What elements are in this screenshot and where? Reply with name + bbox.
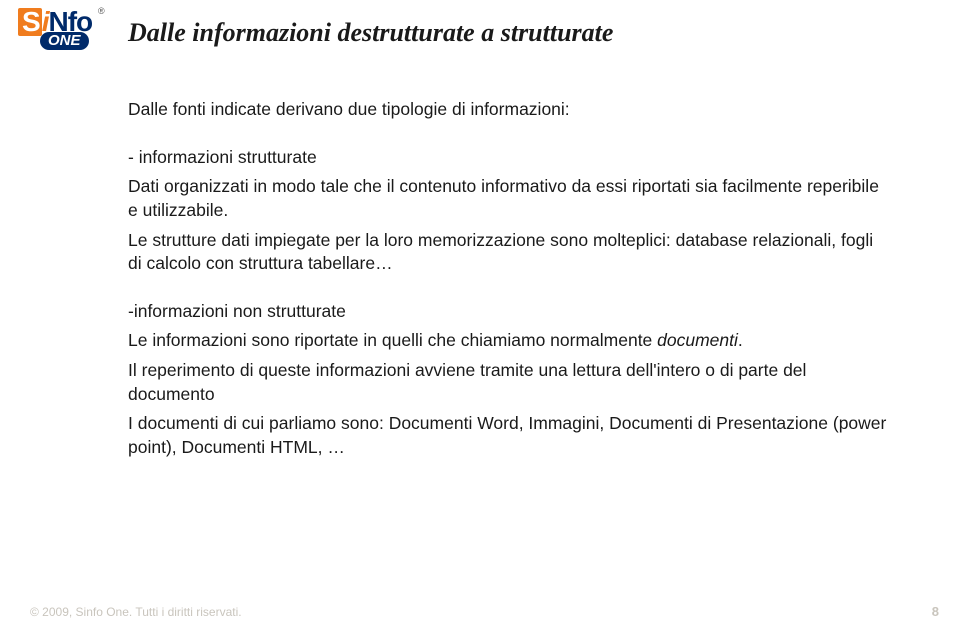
page-number: 8 [932,604,939,619]
brand-logo: SiNfo ® ONE [18,6,100,52]
section1-para1: Dati organizzati in modo tale che il con… [128,175,888,222]
section2-para3: I documenti di cui parliamo sono: Docume… [128,412,888,459]
section2-para1-lead: Le informazioni sono riportate in quelli… [128,330,657,350]
section2-para1: Le informazioni sono riportate in quelli… [128,329,888,353]
intro-text: Dalle fonti indicate derivano due tipolo… [128,98,888,122]
slide-footer: © 2009, Sinfo One. Tutti i diritti riser… [30,604,939,619]
section1-heading: - informazioni strutturate [128,146,888,170]
spacer [128,128,888,146]
slide-body: Dalle fonti indicate derivano due tipolo… [128,98,888,466]
section2-para1-emph: documenti [657,330,738,350]
registered-icon: ® [98,6,105,16]
slide-title: Dalle informazioni destrutturate a strut… [128,18,919,48]
logo-letter-s: S [18,8,42,36]
section1-para2: Le strutture dati impiegate per la loro … [128,229,888,276]
section2-heading: -informazioni non strutturate [128,300,888,324]
logo-subbrand: ONE [40,32,89,50]
slide: SiNfo ® ONE Dalle informazioni destruttu… [0,0,959,635]
section2-para1-tail: . [738,330,743,350]
footer-copyright: © 2009, Sinfo One. Tutti i diritti riser… [30,605,242,619]
section2-para2: Il reperimento di queste informazioni av… [128,359,888,406]
spacer [128,282,888,300]
